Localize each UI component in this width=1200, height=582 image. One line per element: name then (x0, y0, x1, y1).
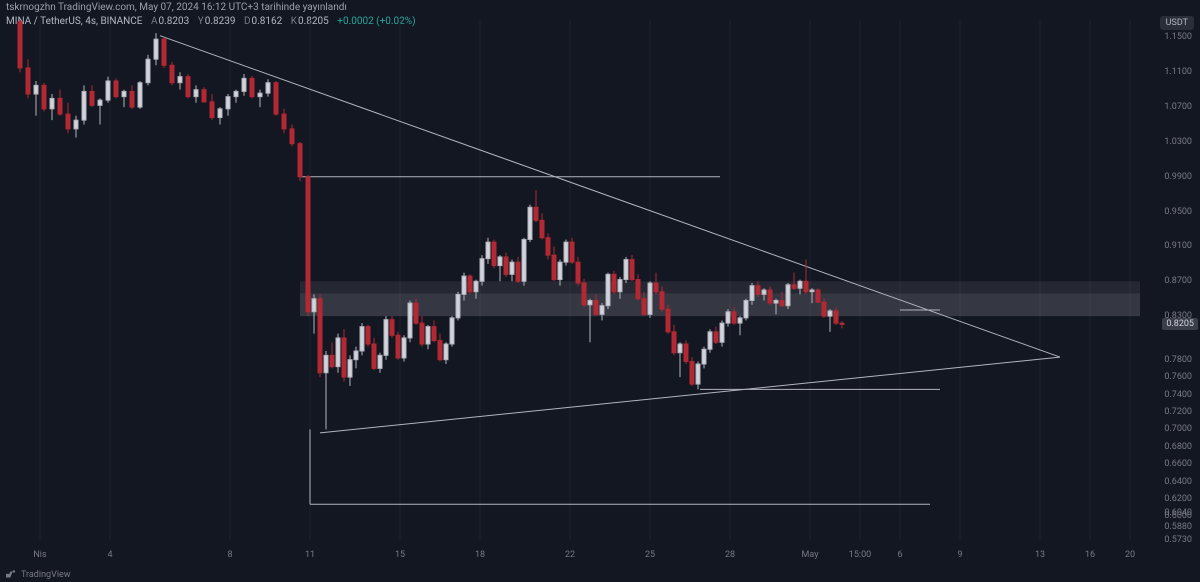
y-tick: 0.6800 (1164, 442, 1192, 452)
y-tick: 0.8700 (1164, 276, 1192, 286)
y-tick: 0.5880 (1164, 522, 1192, 532)
x-axis[interactable]: Nis 4 8 11 15 18 22 25 28 May 15:00 6 9 13 16 20 (0, 550, 1140, 568)
y-tick: 0.6600 (1164, 459, 1192, 469)
x-tick: 25 (645, 550, 655, 560)
chart-area[interactable] (0, 0, 1140, 550)
x-tick: 11 (305, 550, 315, 560)
x-tick: 22 (565, 550, 575, 560)
price-mark: 0.8205 (1162, 318, 1198, 330)
x-tick: May (802, 550, 819, 560)
x-tick: 8 (227, 550, 232, 560)
x-tick: 16 (1085, 550, 1095, 560)
y-tick: 0.9500 (1164, 207, 1192, 217)
y-tick: 1.0700 (1164, 102, 1192, 112)
y-tick: 0.7400 (1164, 390, 1192, 400)
x-tick: 6 (897, 550, 902, 560)
y-tick: 0.7000 (1164, 424, 1192, 434)
y-tick: 0.7600 (1164, 372, 1192, 382)
x-tick: 15:00 (849, 550, 871, 560)
x-tick: 4 (107, 550, 112, 560)
y-tick: 0.9900 (1164, 172, 1192, 182)
x-tick: 13 (1035, 550, 1045, 560)
y-axis[interactable]: 1.1500 1.1100 1.0700 1.0300 0.9900 0.9500 0.91… (1140, 0, 1200, 550)
chart-svg (0, 0, 1140, 550)
y-tick: 1.1100 (1164, 67, 1192, 77)
y-tick: 0.7800 (1164, 355, 1192, 365)
x-tick: Nis (33, 550, 46, 560)
y-tick: 1.0300 (1164, 137, 1192, 147)
x-tick: 15 (395, 550, 405, 560)
x-tick: 18 (475, 550, 485, 560)
chart-root: tskrnogzhn TradingView.com, May 07, 2024… (0, 0, 1200, 582)
x-tick: 28 (725, 550, 735, 560)
y-tick: 0.6400 (1164, 477, 1192, 487)
x-tick: 20 (1125, 550, 1135, 560)
logo-icon (6, 569, 17, 580)
y-tick: 1.1500 (1164, 32, 1192, 42)
y-tick: 0.6040 (1164, 508, 1192, 518)
y-tick: 0.5730 (1164, 535, 1192, 545)
y-tick: 0.9100 (1164, 241, 1192, 251)
x-tick: 9 (957, 550, 962, 560)
y-tick: 0.6200 (1164, 494, 1192, 504)
logo-text: TradingView (21, 570, 71, 580)
tradingview-logo: TradingView (6, 569, 71, 580)
y-tick: 0.7200 (1164, 407, 1192, 417)
